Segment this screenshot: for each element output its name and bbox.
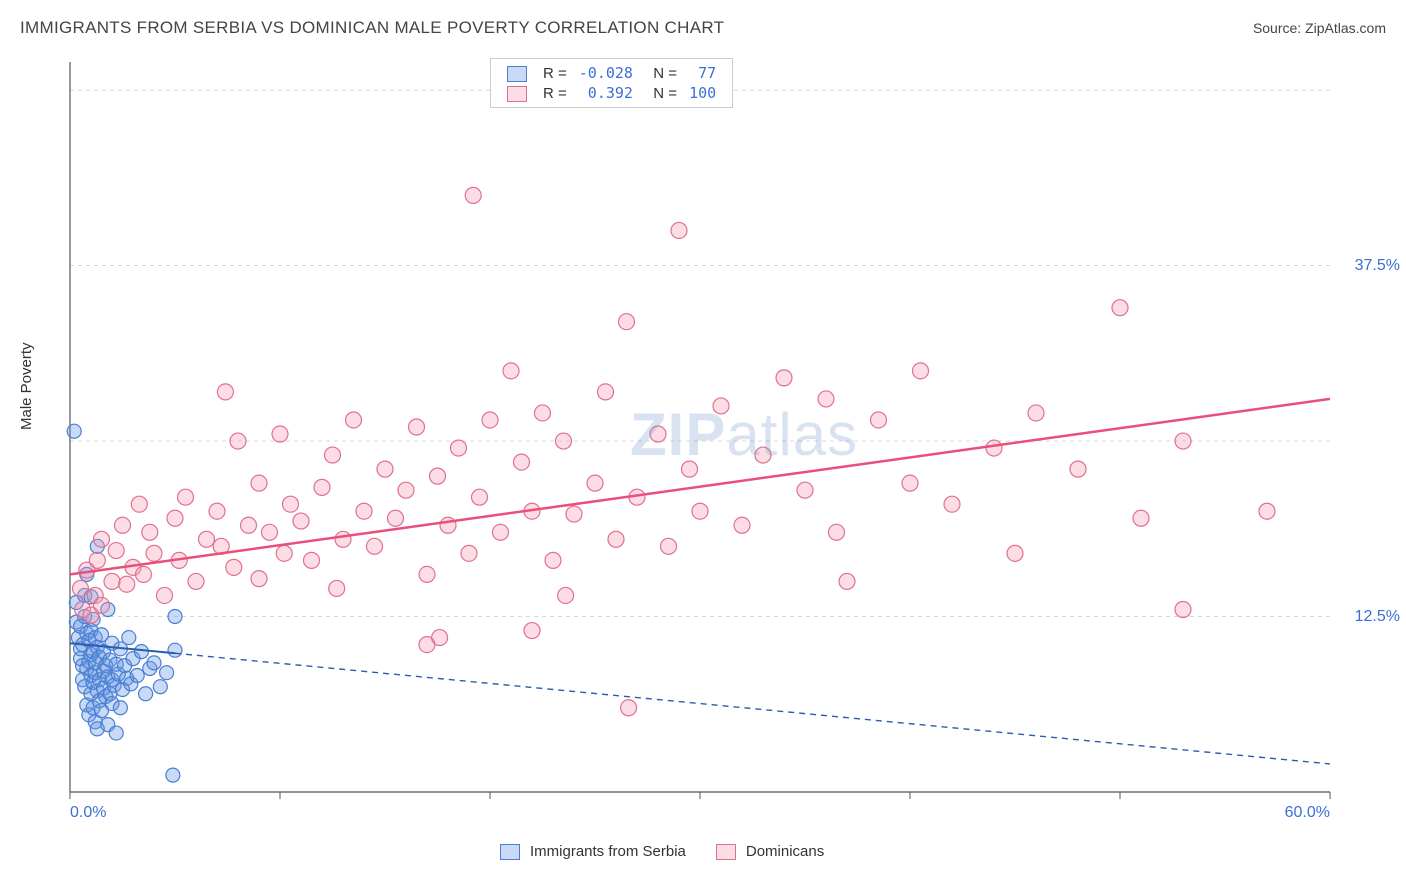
- source-credit: Source: ZipAtlas.com: [1253, 20, 1386, 36]
- y-tick-label: 37.5%: [1355, 257, 1400, 275]
- chart-title: IMMIGRANTS FROM SERBIA VS DOMINICAN MALE…: [20, 18, 724, 38]
- x-tick-label: 60.0%: [1285, 804, 1330, 822]
- correlation-legend: R =-0.028 N =77R =0.392 N =100: [490, 58, 733, 108]
- legend-item: Immigrants from Serbia: [500, 843, 686, 860]
- y-axis-label: Male Poverty: [18, 342, 35, 430]
- series-legend: Immigrants from Serbia Dominicans: [500, 843, 824, 860]
- x-tick-label: 0.0%: [70, 804, 106, 822]
- y-tick-label: 12.5%: [1355, 608, 1400, 626]
- legend-row: R =-0.028 N =77: [501, 63, 722, 83]
- scatter-plot: [60, 52, 1390, 822]
- legend-item: Dominicans: [716, 843, 824, 860]
- legend-row: R =0.392 N =100: [501, 83, 722, 103]
